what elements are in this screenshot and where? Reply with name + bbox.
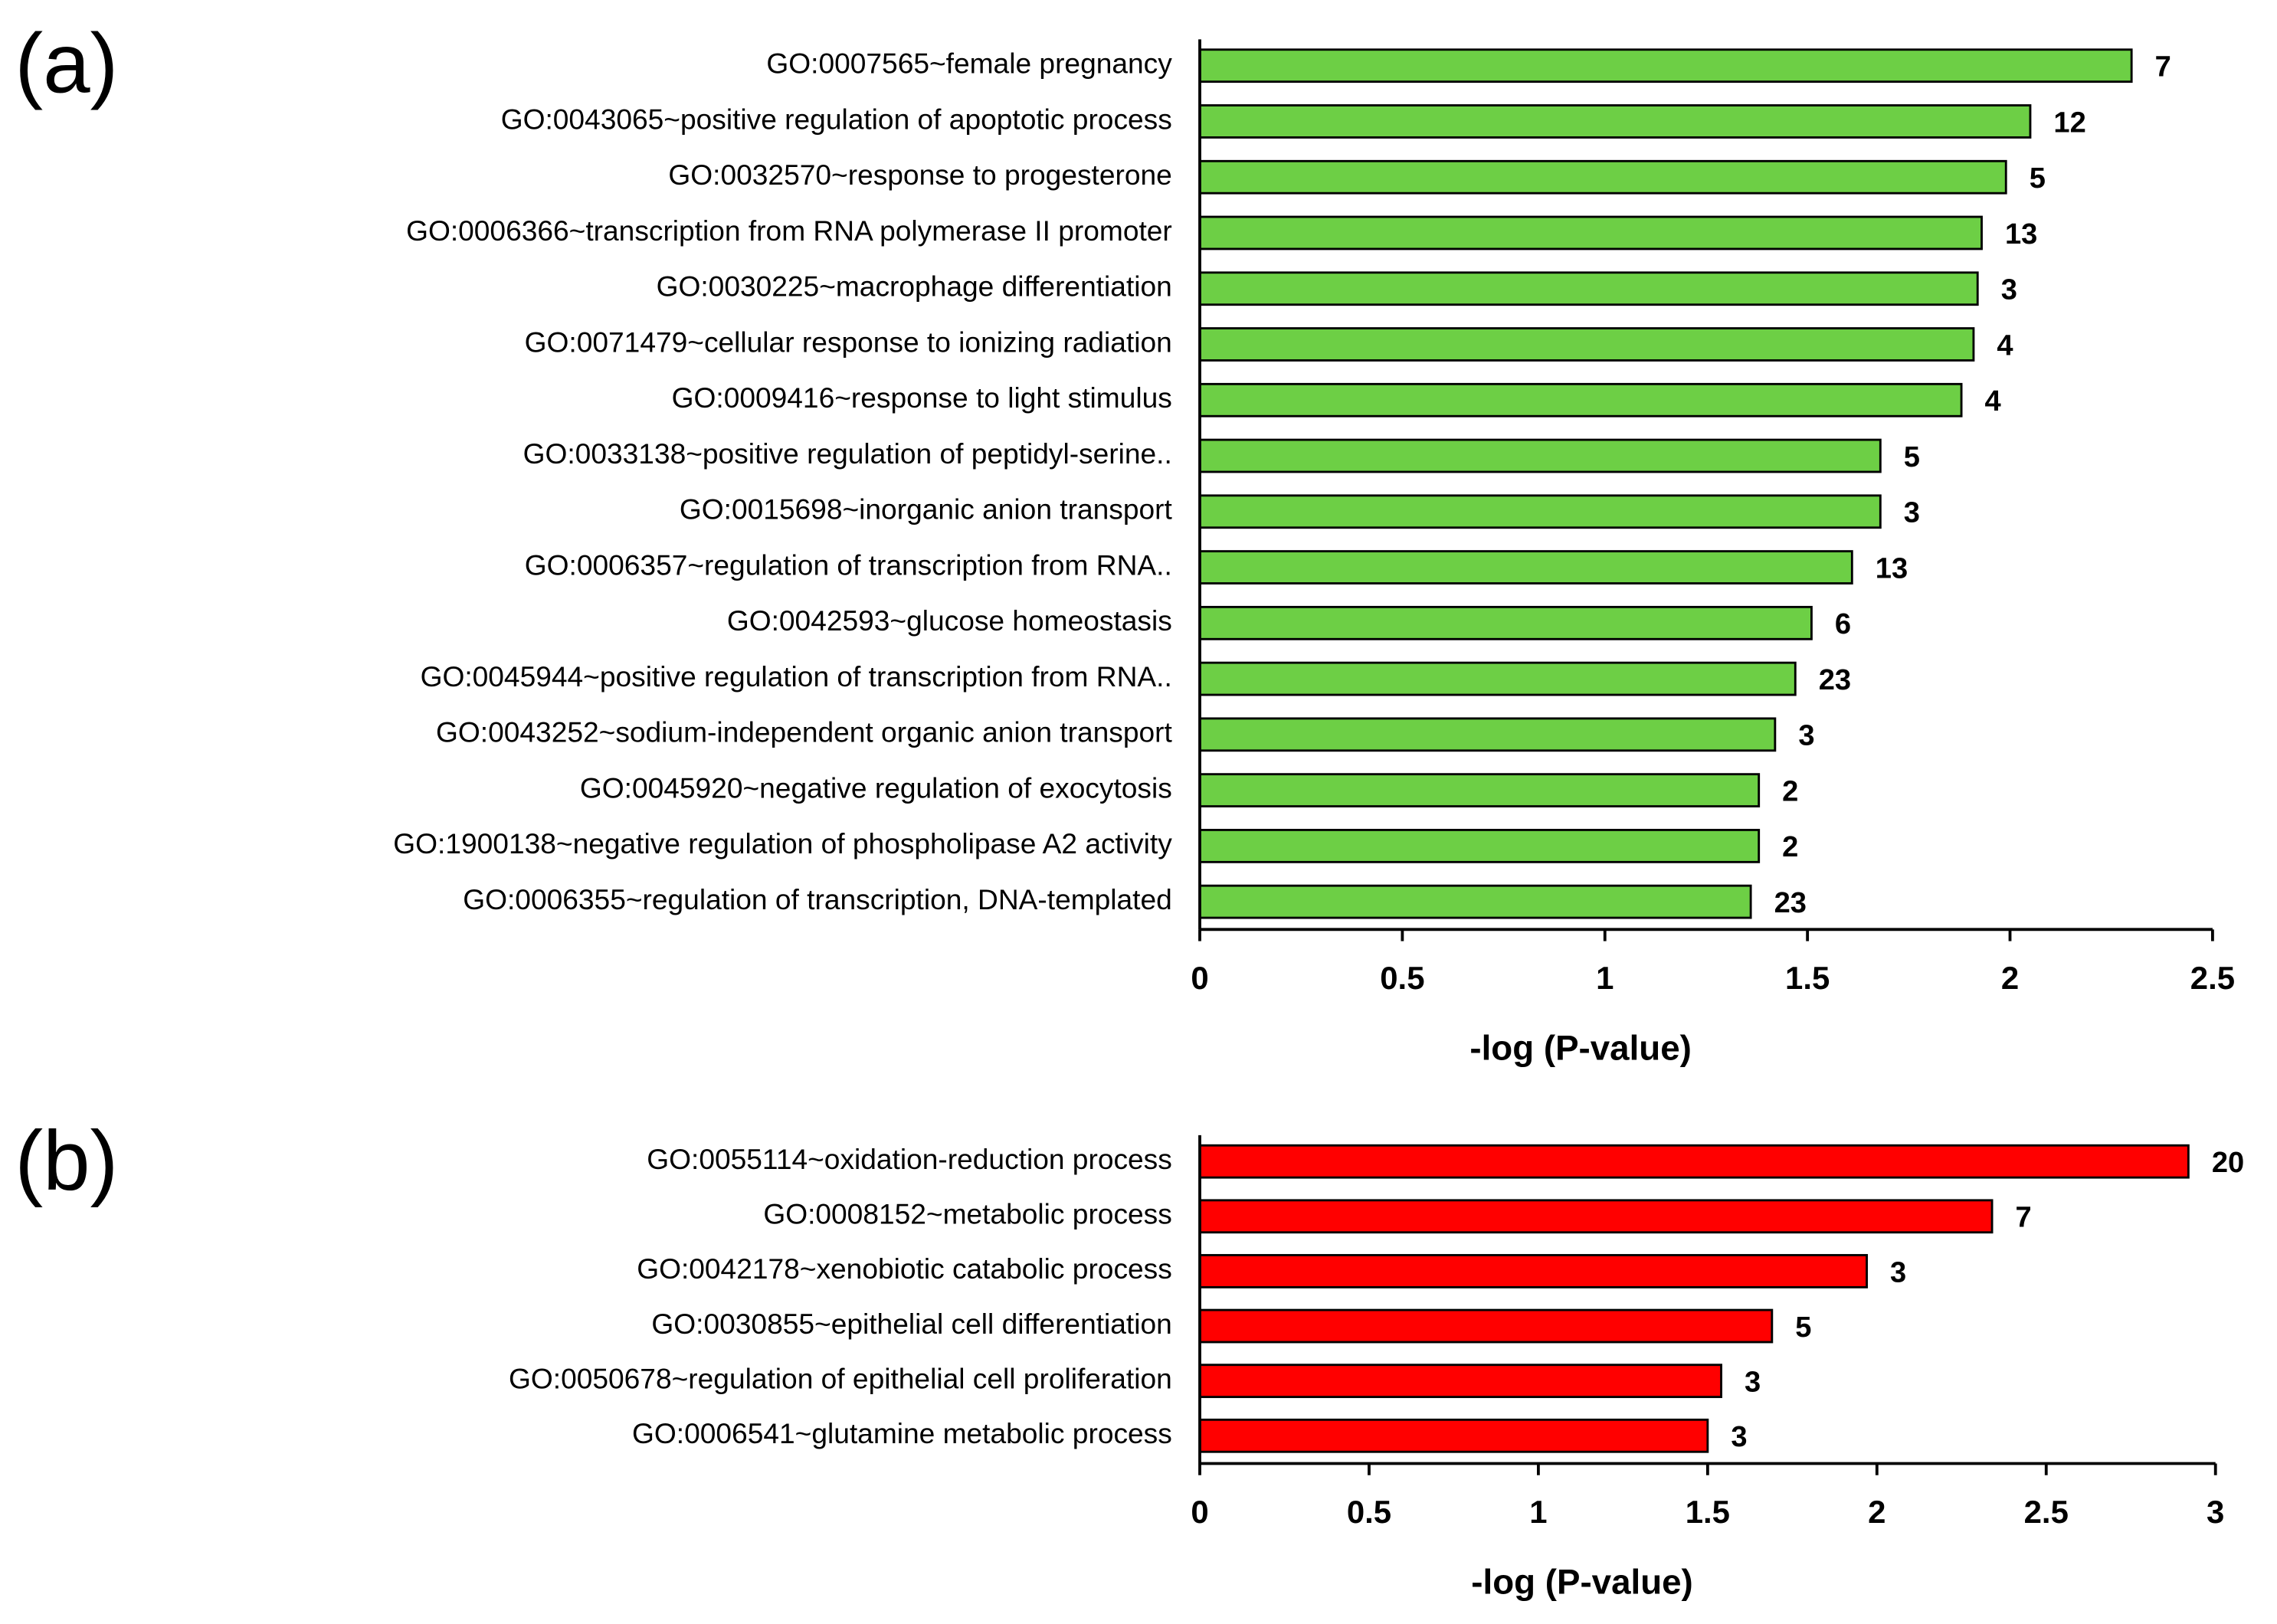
bar [1198, 1308, 1774, 1344]
category-label: GO:0006355~regulation of transcription, … [463, 883, 1172, 915]
category-label: GO:0050678~regulation of epithelial cell… [509, 1362, 1172, 1394]
category-label: GO:0033138~positive regulation of peptid… [523, 437, 1172, 470]
bar [1198, 773, 1761, 807]
count-label: 3 [2001, 274, 2017, 306]
category-label: GO:0043252~sodium-independent organic an… [436, 716, 1172, 748]
bar [1198, 271, 1979, 306]
bar [1198, 661, 1797, 696]
category-label: GO:0042178~xenobiotic catabolic process [637, 1252, 1172, 1285]
x-axis-label: -log (P-value) [1469, 1029, 1691, 1068]
count-label: 2 [1782, 775, 1798, 807]
count-label: 3 [1731, 1421, 1747, 1453]
count-label: 6 [1835, 608, 1851, 640]
count-label: 7 [2016, 1202, 2032, 1234]
bar [1198, 382, 1963, 417]
bar [1198, 1199, 1994, 1234]
x-tick-label: 2.5 [2190, 960, 2235, 996]
bar [1198, 438, 1882, 473]
bar [1198, 1418, 1709, 1453]
count-label: 3 [1745, 1367, 1761, 1399]
bar [1198, 884, 1752, 919]
x-tick-label: 1 [1529, 1494, 1547, 1530]
bar [1198, 327, 1975, 362]
category-label: GO:0055114~oxidation-reduction process [647, 1143, 1172, 1175]
count-label: 23 [1819, 664, 1851, 696]
count-label: 5 [1904, 441, 1920, 473]
bar [1198, 159, 2007, 195]
x-tick-label: 1.5 [1686, 1494, 1730, 1530]
count-label: 5 [2030, 162, 2046, 195]
count-label: 3 [1798, 720, 1814, 752]
bar [1198, 550, 1853, 584]
category-label: GO:0006366~transcription from RNA polyme… [406, 214, 1172, 247]
x-axis-label: -log (P-value) [1471, 1563, 1692, 1602]
count-label: 7 [2155, 51, 2171, 83]
category-label: GO:0008152~metabolic process [763, 1198, 1171, 1230]
category-label: GO:1900138~negative regulation of phosph… [393, 827, 1172, 859]
count-label: 20 [2212, 1147, 2244, 1179]
x-tick-label: 0.5 [1347, 1494, 1391, 1530]
bar [1198, 215, 1983, 250]
x-tick-label: 0.5 [1380, 960, 1424, 996]
x-tick-label: 1 [1596, 960, 1614, 996]
bar [1198, 1144, 2190, 1179]
x-tick-label: 0 [1191, 1494, 1208, 1530]
category-label: GO:0043065~positive regulation of apopto… [501, 103, 1172, 135]
count-label: 13 [1876, 552, 1908, 584]
x-tick-label: 3 [2207, 1494, 2224, 1530]
panel-label: (b) [15, 1114, 118, 1208]
count-label: 23 [1774, 887, 1807, 919]
category-label: GO:0006541~glutamine metabolic process [632, 1417, 1172, 1449]
x-tick-label: 2 [1868, 1494, 1885, 1530]
category-label: GO:0030855~epithelial cell differentiati… [651, 1308, 1171, 1340]
category-label: GO:0032570~response to progesterone [668, 159, 1171, 191]
x-tick-label: 1.5 [1785, 960, 1830, 996]
panel-label: (a) [15, 17, 118, 111]
x-tick-label: 2.5 [2024, 1494, 2069, 1530]
bar [1198, 605, 1813, 640]
x-tick-label: 0 [1191, 960, 1208, 996]
count-label: 4 [1997, 329, 2013, 362]
bar [1198, 104, 2032, 139]
bar [1198, 494, 1882, 529]
count-label: 3 [1904, 497, 1920, 529]
x-tick-label: 2 [2001, 960, 2019, 996]
category-label: GO:0071479~cellular response to ionizing… [525, 326, 1172, 358]
bar [1198, 717, 1777, 752]
count-label: 3 [1890, 1256, 1906, 1288]
category-label: GO:0042593~glucose homeostasis [727, 604, 1172, 637]
category-label: GO:0015698~inorganic anion transport [680, 493, 1173, 526]
bar [1198, 1254, 1868, 1288]
count-label: 2 [1782, 831, 1798, 863]
count-label: 12 [2053, 106, 2085, 139]
category-label: GO:0045944~positive regulation of transc… [421, 660, 1172, 692]
category-label: GO:0009416~response to light stimulus [672, 381, 1172, 414]
category-label: GO:0007565~female pregnancy [766, 47, 1172, 80]
count-label: 5 [1795, 1311, 1811, 1344]
category-label: GO:0045920~negative regulation of exocyt… [580, 771, 1172, 804]
count-label: 13 [2005, 218, 2037, 250]
bar [1198, 48, 2133, 83]
category-label: GO:0030225~macrophage differentiation [657, 270, 1172, 303]
bar [1198, 828, 1761, 863]
category-label: GO:0006357~regulation of transcription f… [525, 548, 1172, 581]
bar [1198, 1364, 1722, 1399]
count-label: 4 [1985, 385, 2001, 417]
